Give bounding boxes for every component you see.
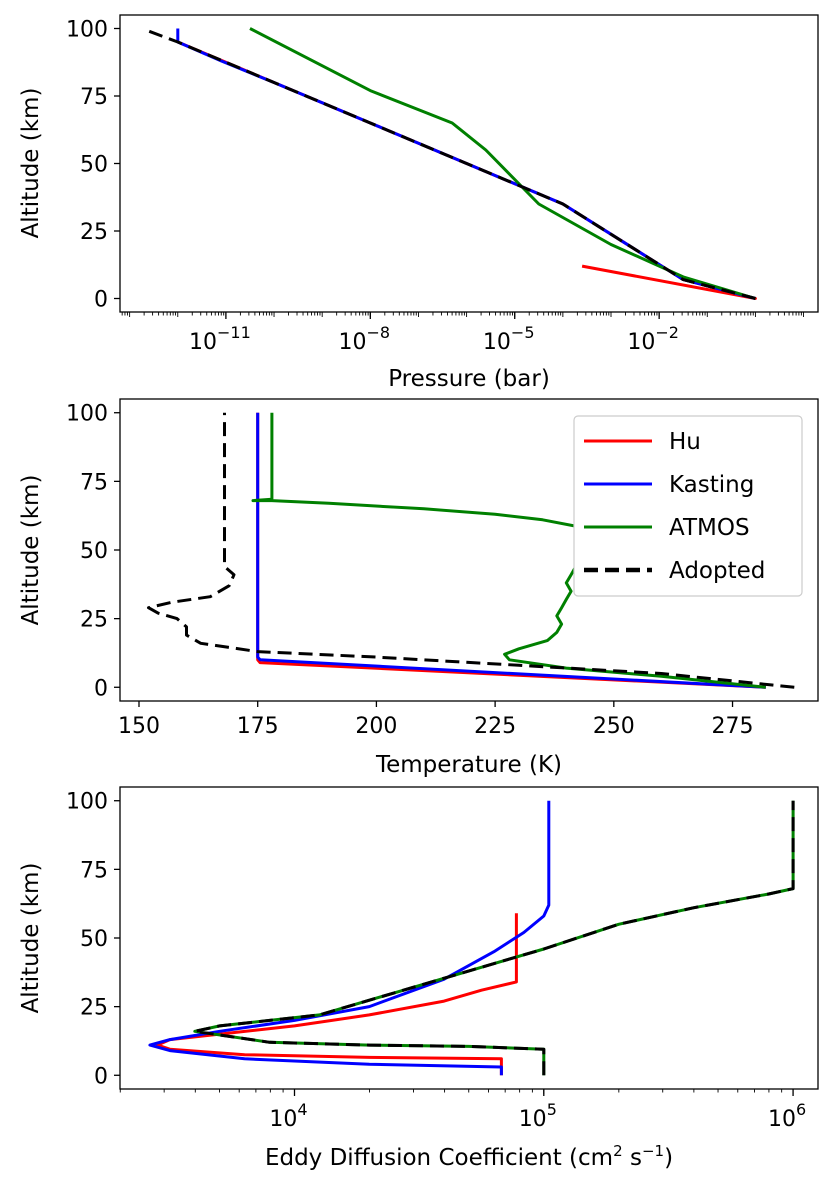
pressure-panel: 0 25 50 75 100 10−11 10−8 10−5 10−2 Pressure (ba… [18,14,819,392]
pressure-y-tick-label: 0 [94,288,108,313]
eddy-plot-frame [119,786,819,1090]
temperature-y-axis-label: Altitude (km) [18,475,44,626]
eddy-y-tick-label: 0 [94,1064,108,1089]
eddy-series-hu [155,913,518,1076]
eddy-series-atmos [193,800,795,1076]
pressure-y-axis-label: Altitude (km) [18,88,44,239]
pressure-y-tick-label: 50 [80,153,108,178]
pressure-tick-group: 0 25 50 75 100 10−11 10−8 10−5 10−2 [66,18,805,355]
pressure-y-tick-label: 100 [66,18,108,43]
pressure-x-tick-label: 10−2 [627,323,679,355]
eddy-y-axis-label: Altitude (km) [18,863,44,1014]
temperature-panel: 0 25 50 75 100 150 175 200 225 250 275 Temperature… [18,398,819,778]
eddy-panel: 0 25 50 75 100 104 105 106 Eddy Diffusion Coeff… [18,786,819,1171]
eddy-y-tick-label: 50 [80,927,108,952]
temperature-x-tick-label: 275 [712,714,754,739]
eddy-x-axis-label: Eddy Diffusion Coefficient (cm2 s−1) [265,1142,673,1171]
eddy-y-tick-label: 100 [66,790,108,815]
legend-label-kasting: Kasting [669,472,754,498]
temperature-y-tick-label: 0 [94,676,108,701]
pressure-series-adopted [148,29,756,300]
pressure-x-axis-label: Pressure (bar) [388,366,550,392]
eddy-series-adopted [193,800,795,1076]
pressure-series-atmos [249,27,756,300]
temperature-x-axis-label: Temperature (K) [375,752,562,778]
temperature-x-tick-label: 225 [474,714,516,739]
temperature-y-tick-label: 100 [66,402,108,427]
temperature-x-tick-label: 250 [593,714,635,739]
temperature-y-tick-label: 25 [80,608,108,633]
pressure-x-tick-label: 10−5 [483,323,535,355]
eddy-x-tick-label: 104 [269,1100,307,1132]
legend-label-atmos: ATMOS [669,515,750,541]
temperature-series-adopted [147,412,795,689]
pressure-x-tick-label: 10−8 [339,323,391,355]
pressure-series-group [148,27,757,300]
pressure-x-tick-label: 10−11 [189,323,251,355]
temperature-x-tick-label: 200 [355,714,397,739]
temperature-x-tick-label: 150 [118,714,160,739]
pressure-series-hu [177,40,757,300]
legend-label-adopted: Adopted [669,558,765,584]
temperature-tick-group: 0 25 50 75 100 150 175 200 225 250 275 [66,402,754,739]
temperature-series-kasting [256,412,766,689]
temperature-y-tick-label: 75 [80,470,108,495]
eddy-y-tick-label: 75 [80,858,108,883]
pressure-y-tick-label: 75 [80,85,108,110]
temperature-series-group [147,412,795,689]
eddy-tick-group: 0 25 50 75 100 104 105 106 [66,790,806,1132]
legend-box [573,415,803,597]
eddy-x-tick-label: 106 [768,1100,806,1132]
eddy-series-kasting [148,800,551,1076]
pressure-y-tick-label: 25 [80,220,108,245]
eddy-y-tick-label: 25 [80,996,108,1021]
eddy-x-tick-label: 105 [519,1100,557,1132]
temperature-y-tick-label: 50 [80,539,108,564]
temperature-series-atmos [251,412,766,689]
eddy-series-group [148,800,795,1076]
temperature-x-tick-label: 175 [237,714,279,739]
legend: Hu Kasting ATMOS Adopted [573,415,803,597]
legend-label-hu: Hu [669,429,701,455]
